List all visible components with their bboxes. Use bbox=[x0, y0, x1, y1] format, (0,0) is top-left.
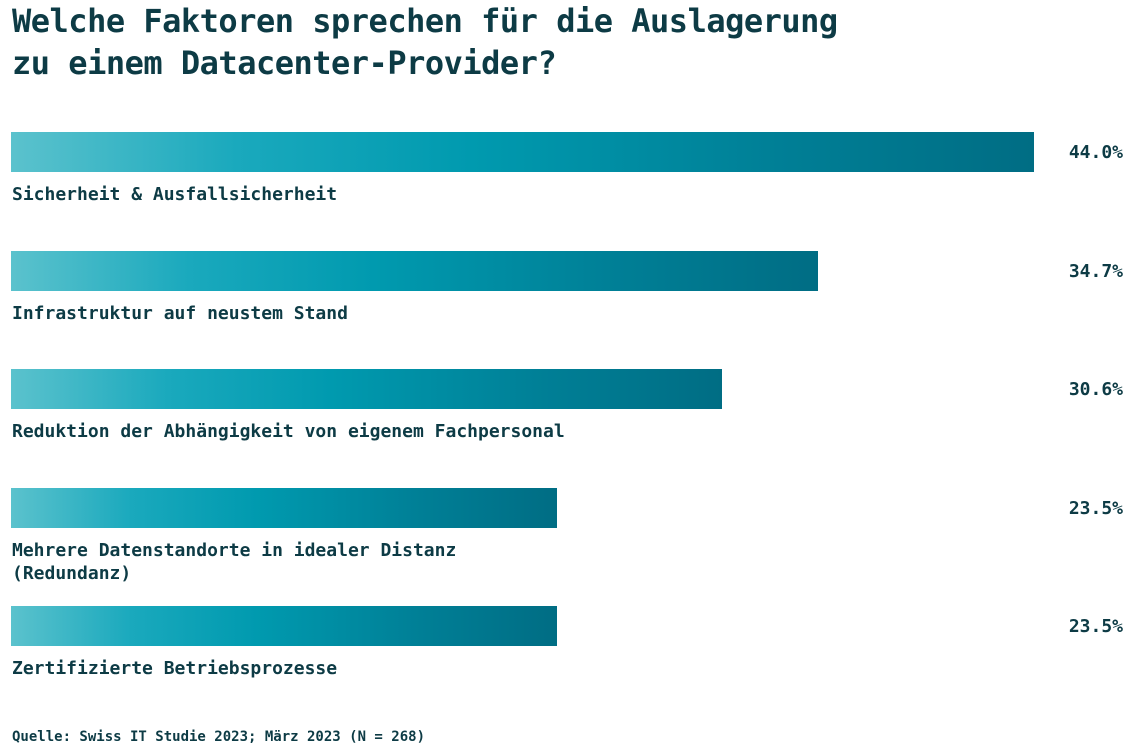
category-label: Reduktion der Abhängigkeit von eigenem F… bbox=[12, 421, 565, 442]
bar bbox=[11, 251, 818, 291]
bar bbox=[11, 369, 722, 409]
source-note: Quelle: Swiss IT Studie 2023; März 2023 … bbox=[12, 729, 426, 745]
bar-value-label: 34.7% bbox=[1068, 261, 1123, 282]
bar-value-label: 23.5% bbox=[1068, 498, 1123, 519]
category-label: Infrastruktur auf neustem Stand bbox=[12, 303, 348, 324]
bar-value-label: 23.5% bbox=[1068, 616, 1123, 637]
bar-value-label: 44.0% bbox=[1068, 142, 1123, 163]
bar bbox=[11, 606, 557, 646]
chart-title-line-2: zu einem Datacenter-Provider? bbox=[12, 44, 557, 82]
chart-title-line-1: Welche Faktoren sprechen für die Auslage… bbox=[12, 2, 838, 40]
bar bbox=[11, 488, 557, 528]
category-label: Sicherheit & Ausfallsicherheit bbox=[12, 184, 338, 205]
bar-value-label: 30.6% bbox=[1068, 379, 1123, 400]
category-label: Mehrere Datenstandorte in idealer Distan… bbox=[12, 540, 457, 584]
category-label: Zertifizierte Betriebsprozesse bbox=[12, 658, 338, 679]
bar bbox=[11, 132, 1034, 172]
chart-title: Welche Faktoren sprechen für die Auslage… bbox=[12, 0, 1112, 84]
